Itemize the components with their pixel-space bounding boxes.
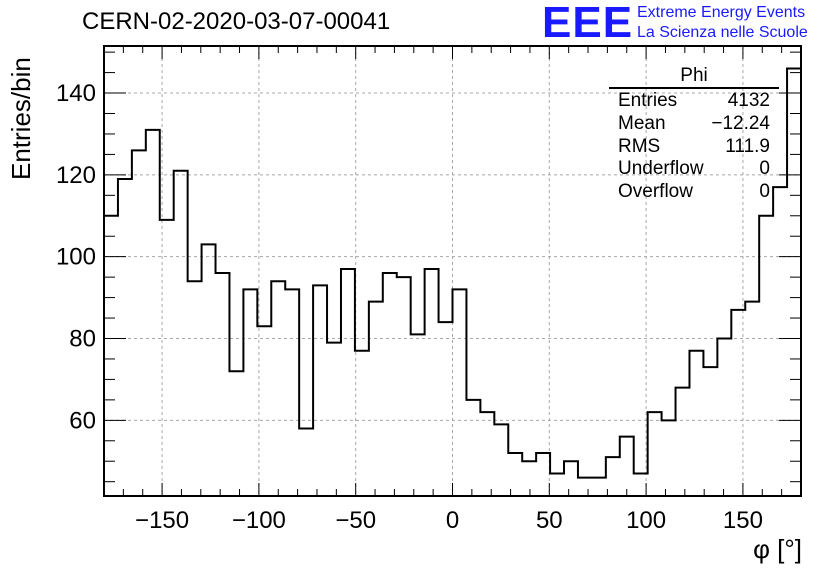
y-tick-label: 60 bbox=[69, 407, 96, 434]
y-tick-label: 100 bbox=[56, 244, 96, 271]
stats-value: −12.24 bbox=[711, 112, 770, 134]
stats-label: RMS bbox=[618, 135, 661, 157]
x-tick-label: 100 bbox=[626, 507, 666, 534]
eee-logo: EEE bbox=[542, 0, 634, 47]
x-tick-label: 50 bbox=[536, 507, 563, 534]
stats-row: Overflow 0 bbox=[609, 181, 779, 204]
stats-row: RMS 111.9 bbox=[609, 136, 779, 159]
stats-label: Overflow bbox=[618, 181, 693, 203]
plot-frame bbox=[103, 45, 802, 497]
chart-title: CERN-02-2020-03-07-00041 bbox=[82, 8, 391, 35]
stats-label: Mean bbox=[618, 112, 666, 134]
stats-value: 111.9 bbox=[725, 135, 770, 157]
x-tick-label: 150 bbox=[723, 507, 763, 534]
logo-line-1: Extreme Energy Events bbox=[637, 4, 806, 21]
x-tick-label: −50 bbox=[335, 507, 376, 534]
x-tick-label: −150 bbox=[135, 507, 189, 534]
x-tick-label: 0 bbox=[446, 507, 459, 534]
x-axis-label: φ [°] bbox=[753, 534, 802, 564]
logo-text: Extreme Energy Events La Scienza nelle S… bbox=[637, 3, 808, 43]
stats-box: Phi Entries 4132 Mean −12.24 RMS 111.9 Underfl… bbox=[609, 64, 779, 204]
x-tick-label: −100 bbox=[232, 507, 286, 534]
stats-label: Entries bbox=[618, 90, 678, 111]
stats-label: Underflow bbox=[618, 158, 704, 180]
histogram-outline bbox=[104, 67, 801, 479]
stats-value: 0 bbox=[759, 158, 770, 180]
y-tick-label: 80 bbox=[69, 326, 96, 353]
logo-line-2: La Scienza nelle Scuole bbox=[637, 24, 808, 41]
y-tick-label: 120 bbox=[56, 162, 96, 189]
stats-value: 4132 bbox=[727, 90, 770, 111]
stats-row: Underflow 0 bbox=[609, 158, 779, 181]
y-axis-label: Entries/bin bbox=[6, 57, 36, 180]
stats-row: Entries 4132 bbox=[609, 90, 779, 113]
y-tick-label: 140 bbox=[56, 80, 96, 107]
stats-value: 0 bbox=[759, 181, 770, 203]
stats-name: Phi bbox=[609, 64, 779, 89]
stats-row: Mean −12.24 bbox=[609, 113, 779, 136]
